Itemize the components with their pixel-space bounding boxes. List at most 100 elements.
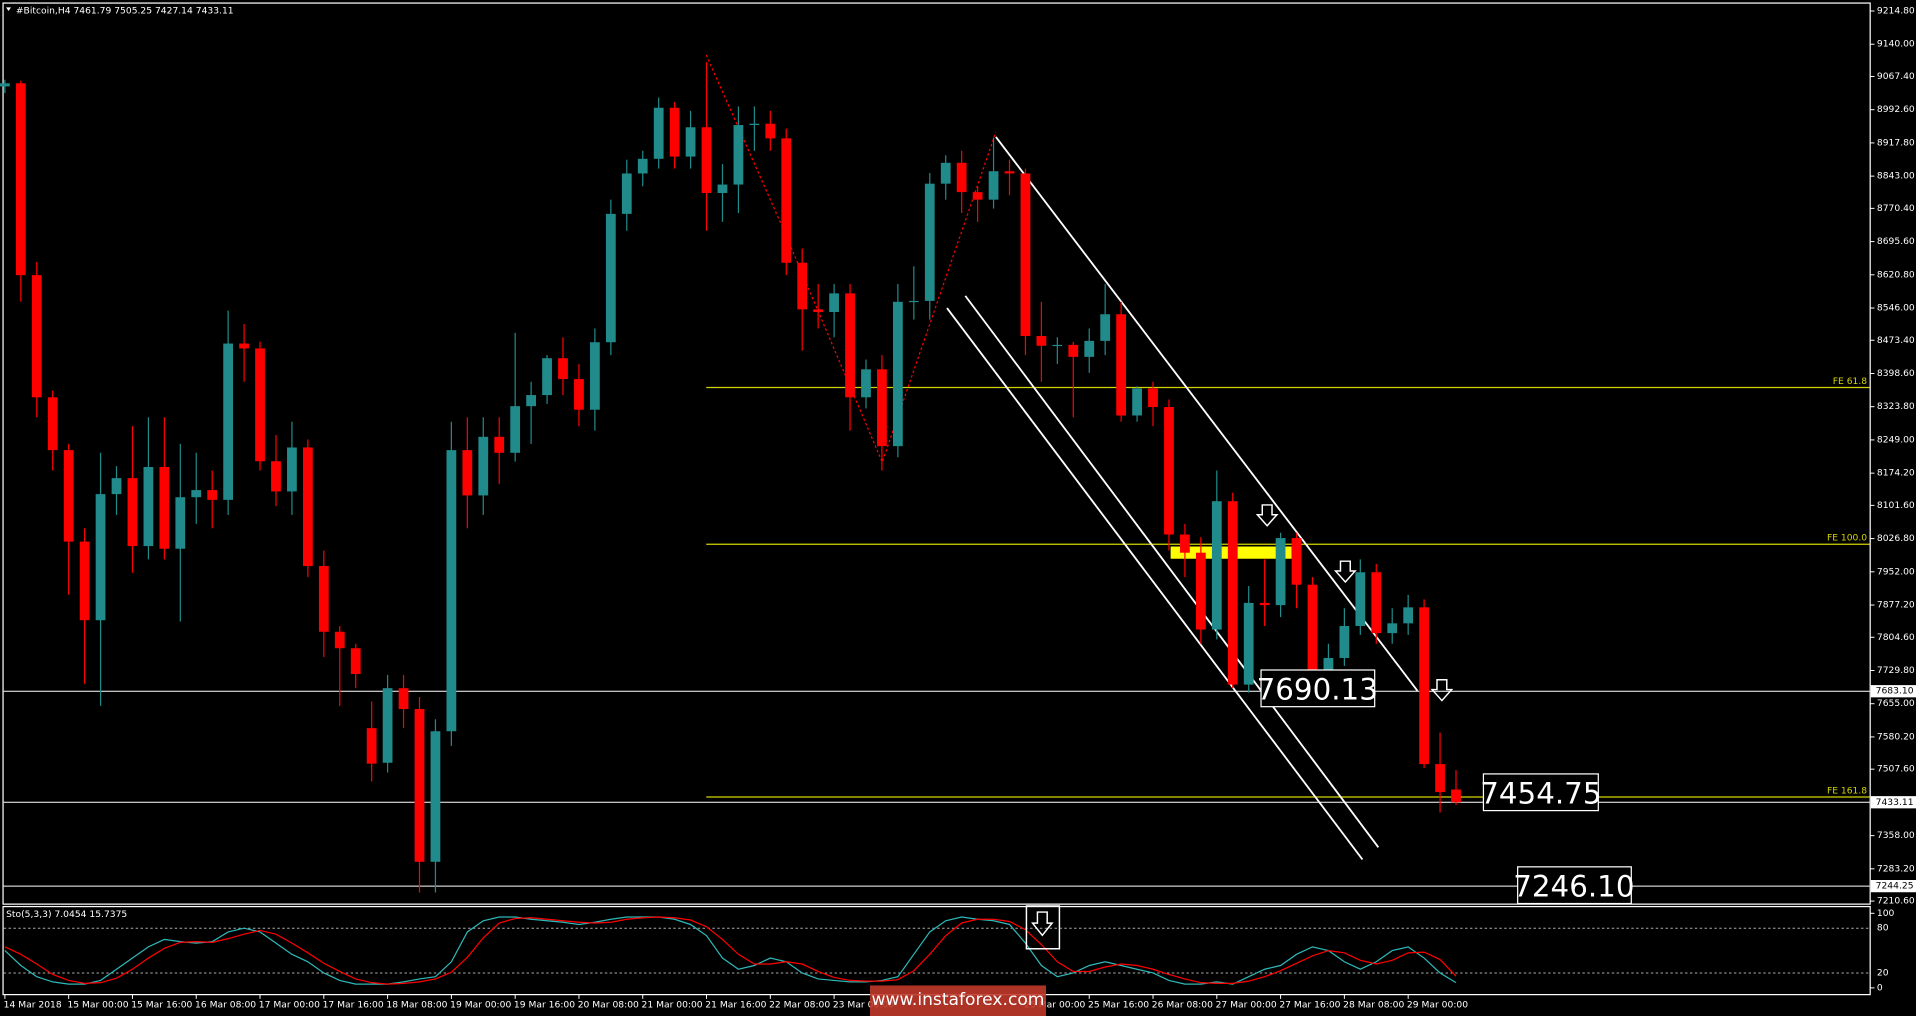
candle-body <box>877 369 887 447</box>
watermark: www.instaforex.com <box>872 990 1045 1010</box>
y-tick-label: 8917.80 <box>1877 137 1915 148</box>
candle-body <box>159 467 170 549</box>
candle-body <box>637 158 648 174</box>
candle-body <box>574 379 584 410</box>
y-tick-label: 8174.20 <box>1877 468 1915 479</box>
candle-body <box>1148 388 1158 408</box>
candle-body <box>717 184 728 193</box>
candle-body <box>669 107 680 157</box>
candle-body <box>510 406 521 453</box>
sto-line <box>4 916 1457 985</box>
candle-body <box>1435 764 1445 793</box>
candle-body <box>271 461 281 492</box>
candle-body <box>972 192 983 200</box>
x-tick-label: 15 Mar 00:00 <box>67 999 128 1010</box>
y-tick-label: 9140.00 <box>1877 39 1915 50</box>
arrow-box <box>1025 905 1061 950</box>
channel-line <box>946 307 1364 861</box>
candle-body <box>924 183 935 301</box>
price-label: 7683.10 <box>1876 686 1914 697</box>
annotation-box <box>1482 773 1599 812</box>
y-tick-label: 7358.00 <box>1877 830 1915 841</box>
y-tick-label: 8101.60 <box>1877 500 1915 511</box>
candle-body <box>143 467 154 547</box>
candle-body <box>382 688 393 763</box>
candle-body <box>590 342 600 410</box>
annotation: 7690.13 <box>1257 673 1378 707</box>
x-tick-label: 14 Mar 2018 <box>4 999 62 1010</box>
candle-body <box>1068 344 1079 357</box>
y-tick-label: 8770.40 <box>1877 203 1915 214</box>
x-tick-label: 29 Mar 00:00 <box>1407 999 1468 1010</box>
annotation-box <box>1517 866 1632 905</box>
annotation-box <box>1260 669 1376 708</box>
x-tick-label: 16 Mar 08:00 <box>195 999 256 1010</box>
candle-body <box>1307 584 1318 677</box>
candle-body <box>526 395 537 407</box>
candle-body <box>31 275 42 398</box>
candle-body <box>940 162 951 184</box>
candle-body <box>1020 173 1031 336</box>
x-tick-label: 20 Mar 08:00 <box>578 999 639 1010</box>
candle-body <box>1211 501 1222 630</box>
y-tick-label: 9067.40 <box>1877 71 1915 82</box>
candle-body <box>414 709 425 862</box>
candle-body <box>1004 171 1015 174</box>
candle-body <box>956 162 967 193</box>
x-tick-label: 27 Mar 16:00 <box>1279 999 1340 1010</box>
channel-line <box>995 136 1419 692</box>
candle-body <box>318 566 329 632</box>
candle-body <box>63 450 74 542</box>
annotation: 7454.75 <box>1480 776 1601 810</box>
fe-level-label: FE 61.8 <box>1833 376 1868 387</box>
x-tick-label: 19 Mar 16:00 <box>514 999 575 1010</box>
candle-body <box>207 490 218 500</box>
y-tick-label: 7877.20 <box>1877 600 1915 611</box>
candle-body <box>398 688 409 710</box>
candle-body <box>1100 314 1111 341</box>
channel-line <box>964 295 1380 848</box>
candle-body <box>111 478 122 495</box>
sto-tick-label: 80 <box>1877 923 1889 934</box>
candle-body <box>191 490 202 498</box>
sto-tick-label: 20 <box>1877 967 1889 978</box>
candle-body <box>15 83 26 276</box>
y-tick-label: 7283.20 <box>1877 863 1915 874</box>
candle-body <box>255 348 265 462</box>
candle-body <box>494 436 505 453</box>
candle-body <box>733 125 744 185</box>
y-tick-label: 8323.80 <box>1877 401 1915 412</box>
y-tick-label: 8620.80 <box>1877 269 1915 280</box>
x-tick-label: 28 Mar 08:00 <box>1343 999 1404 1010</box>
candle-body <box>1451 789 1461 803</box>
candle-body <box>127 478 138 547</box>
annotations: 7690.13 7454.75 7246.10 <box>1257 669 1634 905</box>
candle-body <box>1227 501 1238 685</box>
levels: FE 61.8 FE 100.0 FE 161.8 <box>3 376 1870 887</box>
y-tick-label: 7804.60 <box>1877 632 1915 643</box>
candle-body <box>1355 572 1366 626</box>
x-tick-label: 26 Mar 08:00 <box>1152 999 1213 1010</box>
price-label: 7433.11 <box>1876 797 1914 808</box>
x-tick-label: 17 Mar 00:00 <box>259 999 320 1010</box>
y-tick-label: 8843.00 <box>1877 171 1915 182</box>
price-label-box <box>1870 685 1916 698</box>
candle-body <box>1403 607 1414 624</box>
y-tick-label: 8249.00 <box>1877 434 1915 445</box>
candle-body <box>813 309 824 313</box>
candle-body <box>1180 534 1190 553</box>
candle-body <box>366 728 377 764</box>
candle-body <box>1084 340 1095 357</box>
x-tick-label: 25 Mar 00:00 <box>1024 999 1085 1010</box>
candle-body <box>829 293 839 313</box>
x-tick-label: 21 Mar 00:00 <box>642 999 703 1010</box>
candle-body <box>749 123 760 126</box>
candle-body <box>797 262 808 310</box>
plot <box>0 61 1870 985</box>
y-tick-label: 7729.80 <box>1877 665 1915 676</box>
candle-body <box>1371 572 1382 634</box>
candle-body <box>175 497 186 549</box>
candle-body <box>892 301 903 447</box>
candle-body <box>1387 623 1398 634</box>
